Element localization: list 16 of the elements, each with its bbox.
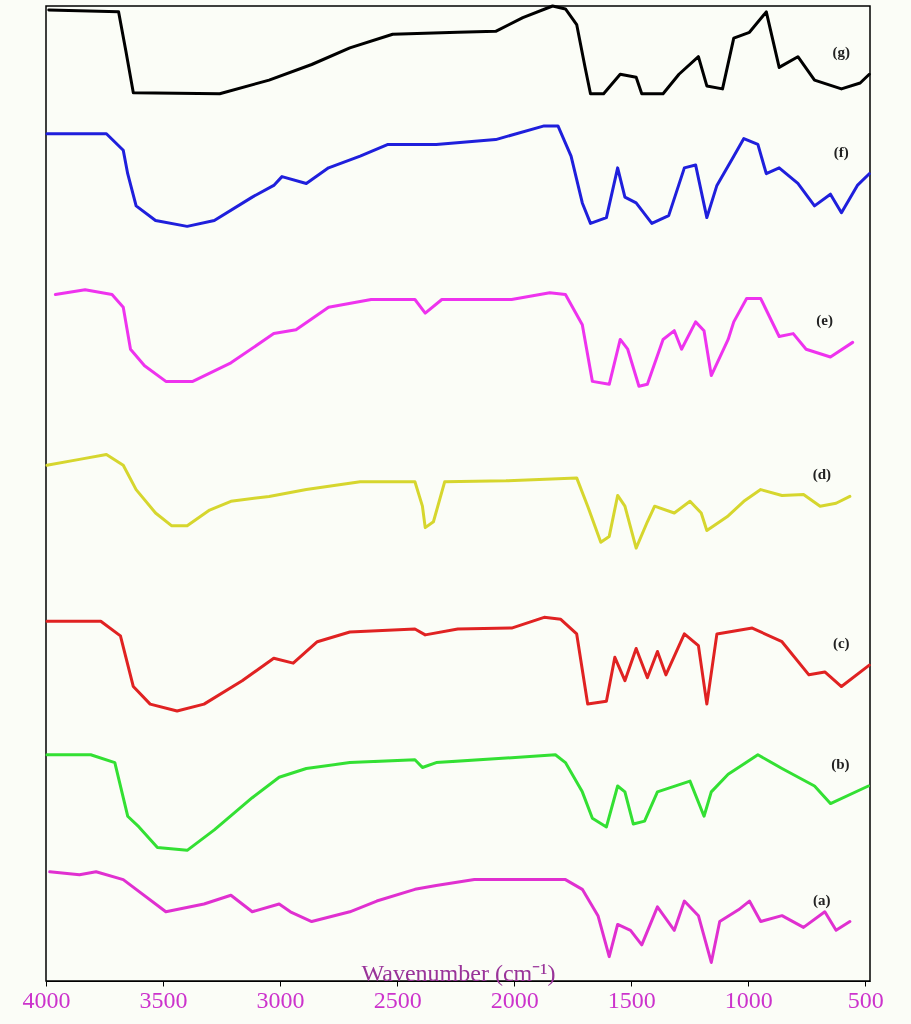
x-tick-label: 2000 [490, 986, 539, 1013]
series-label: (d) [812, 466, 832, 484]
x-tick-label: 3000 [256, 986, 305, 1013]
x-axis-title: Wavenumber (cm⁻¹) [361, 959, 556, 986]
x-tick-label: 2500 [373, 986, 422, 1013]
series-label: (g) [832, 44, 851, 62]
series-label: (e) [816, 312, 834, 330]
x-tick-label: 4000 [22, 986, 71, 1013]
x-tick-label: 1500 [607, 986, 656, 1013]
x-tick-label: 1000 [724, 986, 773, 1013]
x-tick-label: 3500 [139, 986, 188, 1013]
series-label: (f) [833, 143, 849, 161]
x-tick-label: 500 [847, 986, 884, 1013]
series-label: (b) [831, 756, 850, 773]
series-label: (c) [832, 635, 850, 653]
series-label: (a) [813, 891, 831, 909]
